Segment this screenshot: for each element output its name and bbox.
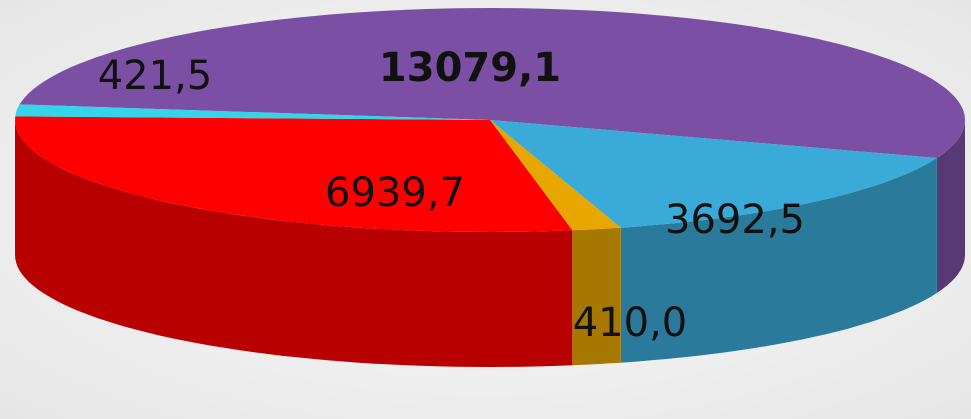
pie-slice-side xyxy=(15,120,573,367)
data-labels: 13079,1 3692,5 410,0 6939,7 421,5 xyxy=(98,45,805,346)
pie-slice-side xyxy=(936,120,965,293)
data-label: 6939,7 xyxy=(325,170,465,216)
pie-slice xyxy=(490,120,937,228)
pie-slice xyxy=(15,116,573,232)
data-label: 3692,5 xyxy=(665,197,805,243)
pie-slice xyxy=(19,8,966,158)
pie-slice xyxy=(490,120,621,231)
pie-slice-side xyxy=(620,158,937,363)
data-label: 421,5 xyxy=(98,53,213,99)
pie-tops xyxy=(15,8,966,232)
pie-sides xyxy=(15,120,965,367)
data-label: 13079,1 xyxy=(379,45,561,91)
pie-slice-side xyxy=(572,227,621,366)
data-label: 410,0 xyxy=(573,300,688,346)
pie-slice xyxy=(15,104,490,120)
